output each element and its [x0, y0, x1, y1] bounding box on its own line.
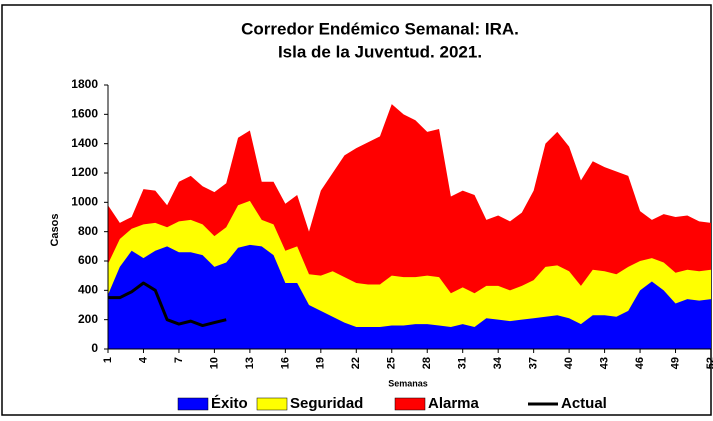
x-tick-label: 10	[208, 357, 220, 369]
legend-swatch	[256, 397, 288, 411]
y-tick-label: 0	[91, 341, 98, 355]
y-tick-label: 1800	[71, 77, 98, 91]
x-tick-label: 52	[705, 357, 713, 369]
chart-title: Corredor Endémico Semanal: IRA.	[241, 19, 519, 38]
x-tick-label: 22	[350, 357, 362, 369]
y-axis-label: Casos	[49, 213, 61, 246]
legend-label: Éxito	[211, 395, 248, 412]
x-tick-label: 49	[669, 357, 681, 369]
x-tick-label: 37	[528, 357, 540, 369]
y-tick-label: 200	[78, 312, 98, 326]
chart-subtitle: Isla de la Juventud. 2021.	[278, 42, 482, 61]
x-axis-label: Semanas	[388, 378, 428, 388]
legend-swatch	[177, 397, 209, 411]
x-tick-label: 7	[173, 357, 185, 363]
x-tick-label: 25	[386, 357, 398, 369]
x-tick-label: 1	[102, 357, 114, 363]
legend-swatch	[394, 397, 426, 411]
x-tick-label: 28	[421, 357, 433, 369]
frame	[1, 4, 712, 416]
x-tick-label: 16	[279, 357, 291, 369]
legend-label: Actual	[561, 395, 607, 412]
x-tick-label: 4	[137, 356, 149, 363]
legend-label: Seguridad	[290, 395, 363, 412]
actual-line	[108, 281, 227, 328]
x-tick-label: 46	[634, 357, 646, 369]
x-tick-label: 43	[598, 357, 610, 369]
y-tick-label: 400	[78, 283, 98, 297]
y-tick-label: 800	[78, 224, 98, 238]
area	[108, 244, 711, 349]
x-tick-label: 13	[244, 357, 256, 369]
x-tick-label: 19	[315, 357, 327, 369]
x-tick-label: 40	[563, 357, 575, 369]
y-tick-label: 600	[78, 253, 98, 267]
y-tick-label: 1400	[71, 136, 98, 150]
x-tick-label: 31	[457, 357, 469, 369]
y-tick-label: 1600	[71, 107, 98, 121]
y-tick-label: 1200	[71, 165, 98, 179]
y-tick-label: 1000	[71, 195, 98, 209]
legend-label: Alarma	[428, 395, 480, 412]
x-tick-label: 34	[492, 356, 504, 369]
